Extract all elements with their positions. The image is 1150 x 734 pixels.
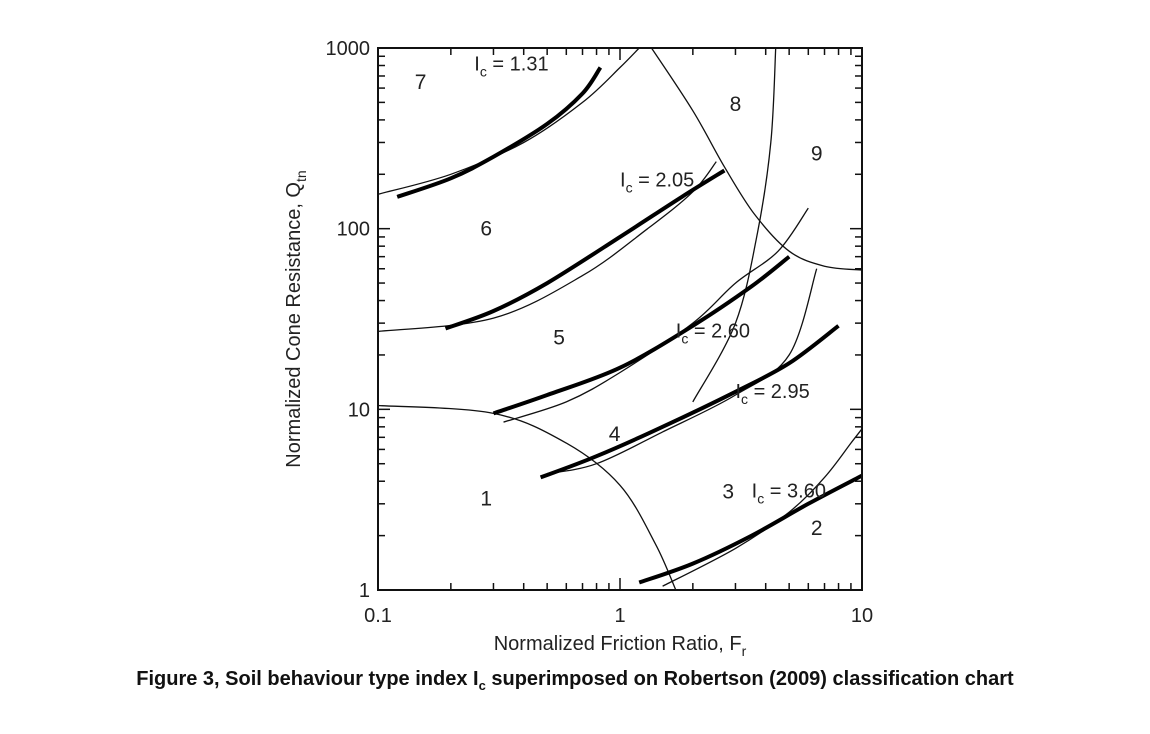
zone-boundary-line	[662, 428, 863, 587]
zone-number-label: 4	[609, 423, 621, 446]
zone-number-label: 8	[730, 93, 742, 116]
ic-label-sub: c	[681, 330, 688, 346]
y-tick-label: 10	[348, 399, 370, 421]
ic-curve-label: Ic = 2.60	[676, 320, 750, 346]
ic-curve-label: Ic = 1.31	[474, 54, 548, 80]
zone-boundaries	[377, 47, 863, 591]
ic-curve-line	[539, 324, 840, 480]
zone-boundary-line	[377, 47, 640, 195]
x-axis-label-text: Normalized Friction Ratio, F	[494, 633, 742, 655]
ic-curve-line	[638, 473, 863, 585]
ic-label-value: = 3.60	[764, 481, 826, 503]
y-axis-label: Normalized Cone Resistance, Qtn	[283, 170, 309, 467]
x-axis-label-sub: r	[742, 643, 747, 659]
y-tick-label: 1	[359, 580, 370, 602]
ic-label-prefix: I	[735, 381, 741, 403]
y-tick-label: 100	[337, 219, 370, 241]
y-tick-label: 1000	[326, 38, 371, 60]
ic-label-sub: c	[480, 64, 487, 80]
zone-number-label: 6	[480, 218, 492, 241]
ic-curve-label: Ic = 2.95	[735, 381, 809, 407]
ic-label-prefix: I	[474, 54, 480, 76]
zone-number-label: 7	[415, 71, 427, 94]
zone-boundary-line	[692, 47, 777, 403]
ic-label-value: = 2.95	[748, 381, 810, 403]
plot-frame	[377, 47, 863, 591]
zone-boundary-line	[377, 404, 677, 591]
zone-number-label: 1	[480, 488, 492, 511]
zone-number-label: 2	[811, 517, 823, 540]
zone-number-label: 3	[722, 481, 734, 504]
caption-prefix: Figure 3, Soil behaviour type index I	[136, 668, 479, 690]
ic-label-value: = 1.31	[487, 54, 549, 76]
x-axis-label: Normalized Friction Ratio, Fr	[494, 633, 747, 659]
x-tick-label: 1	[614, 605, 625, 627]
caption-sub: c	[478, 678, 486, 693]
ic-label-sub: c	[757, 491, 764, 507]
tick-marks	[377, 47, 863, 591]
ic-label-sub: c	[741, 391, 748, 407]
ic-label-sub: c	[626, 179, 633, 195]
y-axis-label-sub: tn	[293, 170, 309, 182]
x-tick-label: 0.1	[364, 605, 392, 627]
ic-curve-line	[444, 168, 726, 331]
ic-curve-line	[492, 255, 791, 416]
ic-label-value: = 2.05	[633, 169, 695, 191]
ic-label-value: = 2.60	[688, 320, 750, 342]
ic-curve-line	[396, 66, 603, 199]
caption-suffix: superimposed on Robertson (2009) classif…	[485, 668, 1014, 690]
figure-caption: Figure 3, Soil behaviour type index Ic s…	[0, 668, 1150, 693]
ic-label-prefix: I	[620, 169, 626, 191]
ic-label-prefix: I	[676, 320, 682, 342]
ic-label-prefix: I	[752, 481, 758, 503]
ic-curve-label: Ic = 3.60	[752, 481, 826, 507]
ic-curves	[396, 66, 863, 585]
zone-number-label: 5	[553, 326, 565, 349]
ic-curve-label: Ic = 2.05	[620, 169, 694, 195]
zone-boundary-line	[650, 47, 863, 271]
x-tick-label: 10	[851, 605, 873, 627]
zone-number-label: 9	[811, 143, 823, 166]
y-axis-label-text: Normalized Cone Resistance, Q	[283, 182, 305, 468]
